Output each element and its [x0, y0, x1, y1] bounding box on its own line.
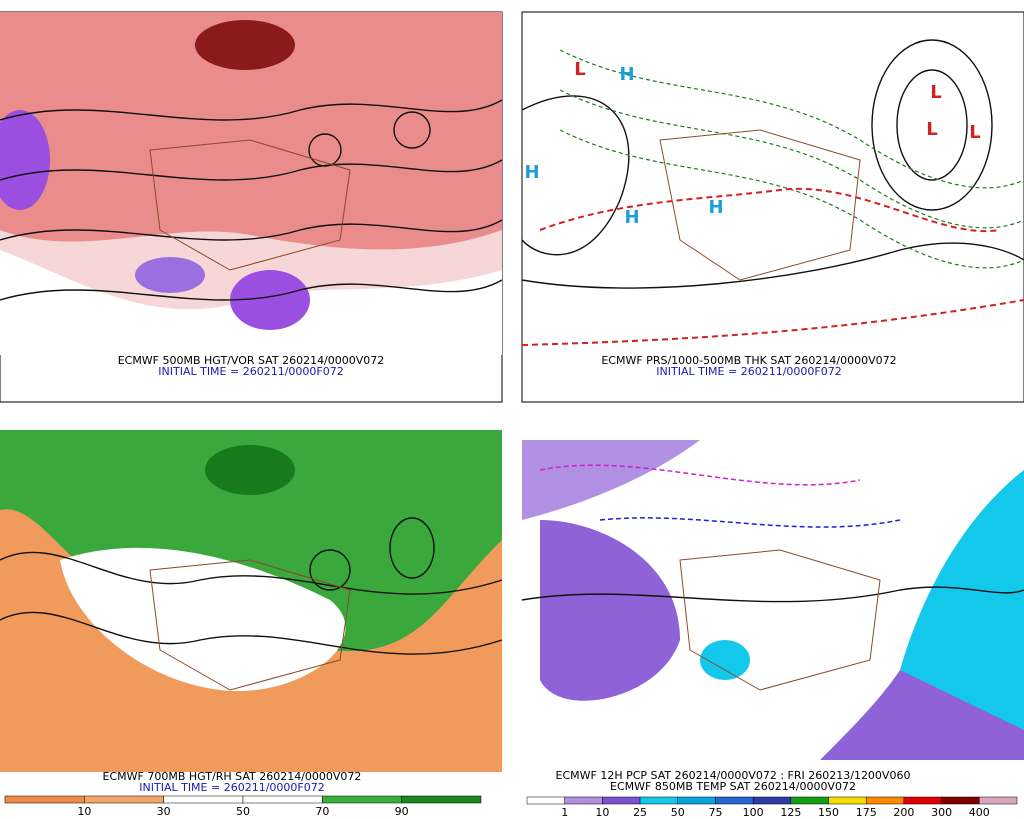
- init-time: INITIAL TIME = 260211/0000F072: [158, 365, 343, 378]
- colorbar: 1 10 25 50 75 100 125 150 175 200 300 400: [526, 796, 1018, 819]
- colorbar-label: 400: [969, 806, 990, 819]
- contour: [0, 611, 503, 655]
- colorbar-swatch: [84, 795, 164, 804]
- contour: [309, 549, 351, 591]
- humid-area: [205, 445, 295, 495]
- colorbar-label: 100: [743, 806, 764, 819]
- init-time: INITIAL TIME = 260211/0000F072: [656, 365, 841, 378]
- contour: [308, 133, 342, 167]
- colorbar-swatch: [4, 795, 85, 804]
- colorbar-swatch: [526, 796, 565, 805]
- contour: [0, 279, 503, 301]
- panel-500mb: ECMWF 500MB HGT/VOR SAT 260214/0000V072 …: [0, 11, 503, 403]
- colorbar-label: 25: [633, 806, 647, 819]
- colorbar-label: 75: [708, 806, 722, 819]
- caption: ECMWF 850MB TEMP SAT 260214/0000V072: [610, 780, 856, 793]
- colorbar-swatch: [715, 796, 754, 805]
- high-center: H: [524, 162, 539, 183]
- panel-frame: [521, 11, 1024, 403]
- colorbar-swatch: [564, 796, 603, 805]
- isobar: [521, 95, 630, 256]
- caption: ECMWF 12H PCP SAT 260214/0000V072 : FRI …: [556, 769, 911, 782]
- isobar: [521, 242, 1024, 289]
- colorbar-label: 90: [395, 805, 409, 818]
- precip-area: [700, 640, 750, 680]
- contour: [0, 99, 503, 121]
- contour: [0, 159, 503, 181]
- borders: [149, 139, 351, 271]
- high-center: H: [619, 64, 634, 85]
- caption: ECMWF 700MB HGT/RH SAT 260214/0000V072: [103, 770, 362, 783]
- colorbar-label: 10: [77, 805, 91, 818]
- vorticity-area: [0, 12, 502, 250]
- thickness: [559, 129, 1024, 269]
- colorbar-swatch: [865, 796, 905, 805]
- isotherm: [539, 464, 861, 486]
- borders: [149, 559, 351, 691]
- colorbar-swatch: [322, 795, 402, 804]
- colorbar-label: 200: [893, 806, 914, 819]
- precip-area: [540, 520, 680, 701]
- colorbar-swatch: [639, 796, 679, 805]
- low-center: L: [930, 82, 941, 103]
- colorbar-label: 175: [856, 806, 877, 819]
- colorbar-swatch: [602, 796, 641, 805]
- thickness-540: [539, 187, 1001, 233]
- colorbar-label: 150: [818, 806, 839, 819]
- isotherm: [521, 586, 1024, 603]
- precip-area: [900, 470, 1024, 733]
- init-time: INITIAL TIME = 260211/0000F072: [139, 781, 324, 794]
- colorbar-label: 30: [157, 805, 171, 818]
- colorbar: 10 30 50 70 90: [4, 795, 482, 818]
- colorbar-label: 300: [931, 806, 952, 819]
- panel-precip: ECMWF 12H PCP SAT 260214/0000V072 : FRI …: [521, 430, 1024, 819]
- contour: [0, 551, 503, 595]
- colorbar-swatch: [401, 795, 482, 804]
- borders: [679, 549, 881, 691]
- thickness: [559, 49, 1024, 189]
- colorbar-label: 125: [780, 806, 801, 819]
- borders: [659, 129, 861, 281]
- contour: [393, 111, 431, 149]
- vorticity-area: [195, 20, 295, 70]
- colorbar-label: 10: [595, 806, 609, 819]
- thickness-570: [521, 299, 1024, 346]
- precip-area: [522, 440, 700, 520]
- vorticity-area: [230, 270, 310, 330]
- contour: [389, 517, 435, 579]
- high-center: H: [708, 197, 723, 218]
- colorbar-swatch: [828, 796, 867, 805]
- caption: ECMWF 500MB HGT/VOR SAT 260214/0000V072: [118, 354, 385, 367]
- mid-humidity-area: [60, 547, 346, 692]
- colorbar-swatch: [903, 796, 942, 805]
- colorbar-label: 50: [236, 805, 250, 818]
- thickness: [559, 89, 1024, 229]
- low-center: L: [969, 122, 980, 143]
- colorbar-swatch: [979, 796, 1018, 805]
- colorbar-label: 70: [315, 805, 329, 818]
- isobar: [871, 39, 993, 211]
- colorbar-swatch: [163, 795, 244, 804]
- caption: ECMWF PRS/1000-500MB THK SAT 260214/0000…: [601, 354, 896, 367]
- low-center: L: [926, 119, 937, 140]
- colorbar-swatch: [677, 796, 716, 805]
- isobar: [896, 69, 968, 181]
- low-center: L: [574, 59, 585, 80]
- colorbar-swatch: [790, 796, 829, 805]
- colorbar-swatch: [752, 796, 792, 805]
- vorticity-area: [135, 257, 205, 293]
- precip-area: [820, 670, 1024, 760]
- panel-700mb: ECMWF 700MB HGT/RH SAT 260214/0000V072 I…: [0, 430, 503, 818]
- colorbar-swatch: [242, 795, 323, 804]
- colorbar-label: 50: [671, 806, 685, 819]
- colorbar-swatch: [941, 796, 980, 805]
- panel-pressure: H H H H L L L L ECMWF PRS/1000-500MB THK…: [521, 11, 1024, 403]
- vorticity-area: [0, 110, 50, 210]
- colorbar-label: 1: [561, 806, 568, 819]
- high-center: H: [624, 207, 639, 228]
- contour: [0, 219, 503, 241]
